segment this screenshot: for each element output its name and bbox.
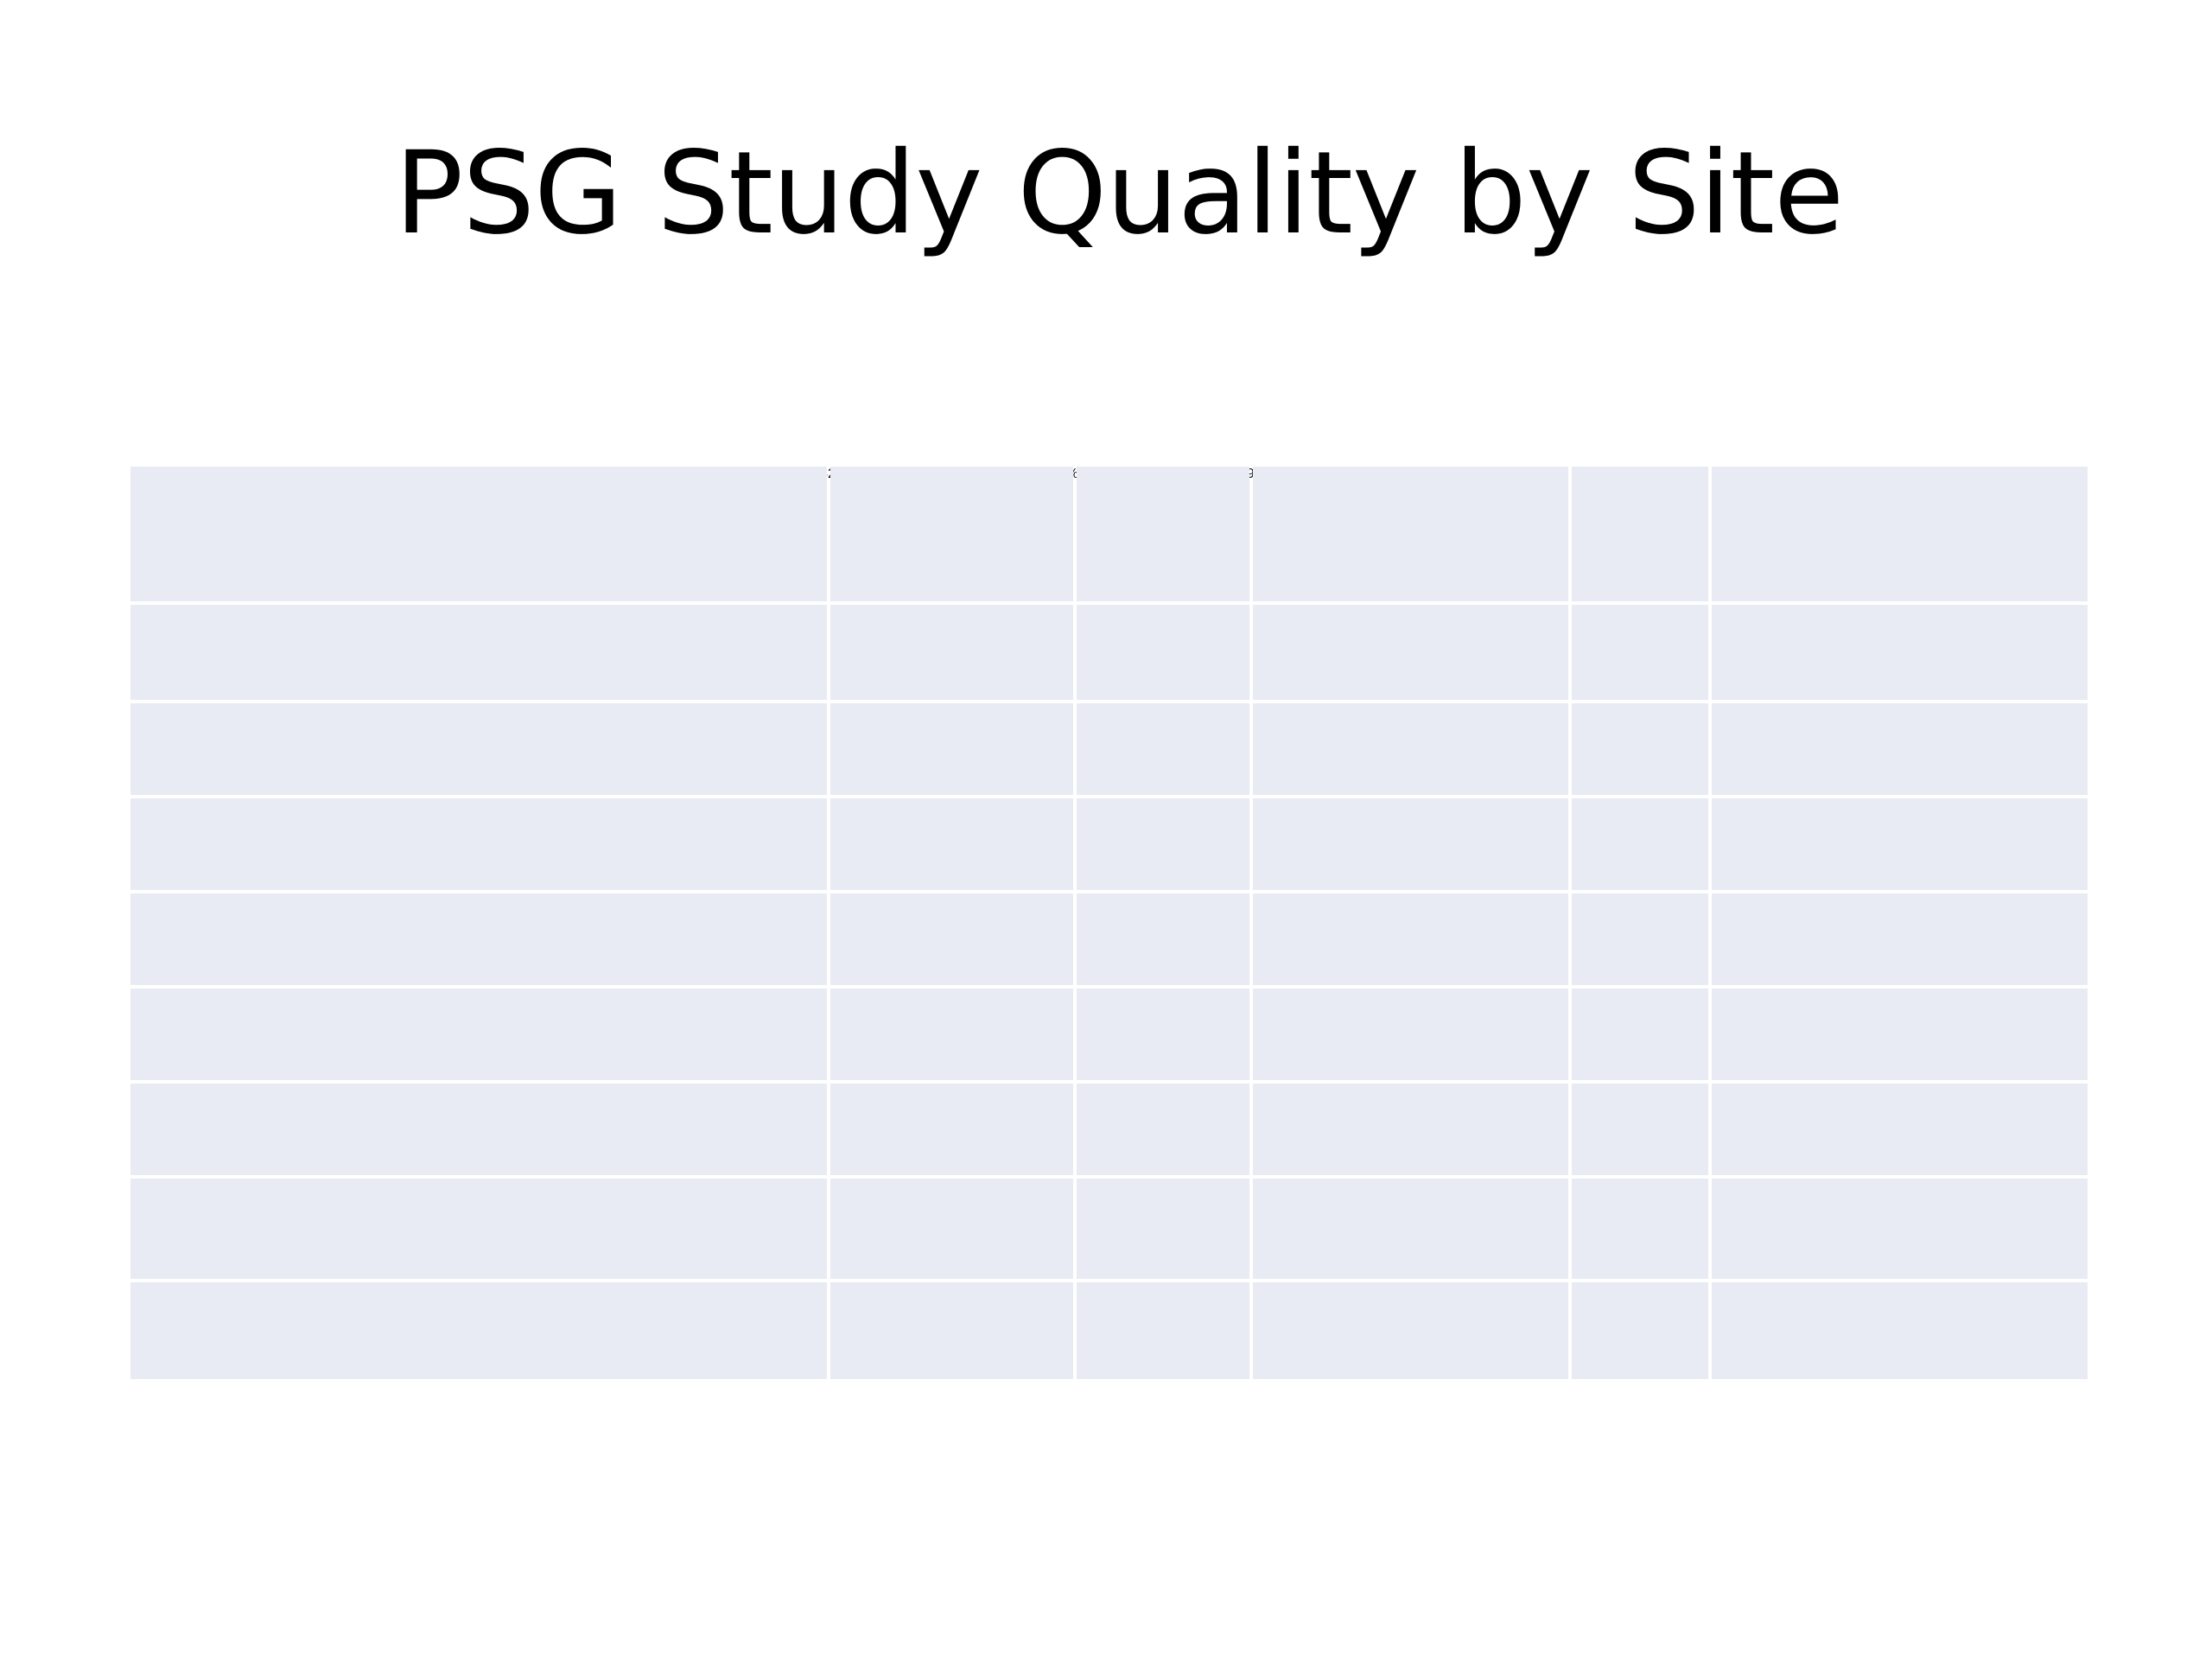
table-cell [1253,1282,1568,1379]
table-cell [1572,893,1708,985]
table-cell [830,1084,1073,1175]
table-cell [1712,893,2088,985]
table-cell [1253,467,1568,601]
table-cell [1712,605,2088,700]
table-cell [1077,798,1249,890]
table-cell [130,1179,827,1279]
table-cell [1253,988,1568,1080]
table-cell [1572,1282,1708,1379]
table-cell [1077,605,1249,700]
table-cell [1712,467,2088,601]
table-cell [830,798,1073,890]
table-cell [830,1179,1073,1279]
table-cell [1572,467,1708,601]
table-cell [1572,798,1708,890]
table-cell [130,893,827,985]
table-cell [1712,988,2088,1080]
table-cell [1077,893,1249,985]
table-cell [130,1282,827,1379]
table-cell [1077,703,1249,795]
table-cell [130,988,827,1080]
table-cell [1712,1084,2088,1175]
table-cell [1077,988,1249,1080]
table-cell [130,703,827,795]
quality-table: SiteTotal N% FailVery GoodExcellent3-Wak… [130,467,2088,1379]
table-cell [1253,893,1568,985]
table-cell [1253,798,1568,890]
table-cell [1572,1084,1708,1175]
table-cell [830,703,1073,795]
table-cell [1253,605,1568,700]
table-cell [1712,1179,2088,1279]
slide-title: PSG Study Quality by Site [394,127,1845,260]
table-cell [830,1282,1073,1379]
table-cell [830,605,1073,700]
table-cell [1077,1282,1249,1379]
table-cell [1572,988,1708,1080]
table-cell [130,467,827,601]
table-cell [1712,1282,2088,1379]
table-cell [1253,1179,1568,1279]
table-cell [1077,467,1249,601]
table-cell [830,988,1073,1080]
table-cell [830,467,1073,601]
table-cell [1572,703,1708,795]
table-cell [130,605,827,700]
table-cell [130,1084,827,1175]
table-cell [830,893,1073,985]
table-cell [1077,1084,1249,1175]
table-cell [1712,703,2088,795]
table-cell [1253,1084,1568,1175]
table-cell [1077,1179,1249,1279]
table-cell [1572,605,1708,700]
table-cell [1712,798,2088,890]
table-cell [1572,1179,1708,1279]
table-cell [130,798,827,890]
table-cell [1253,703,1568,795]
